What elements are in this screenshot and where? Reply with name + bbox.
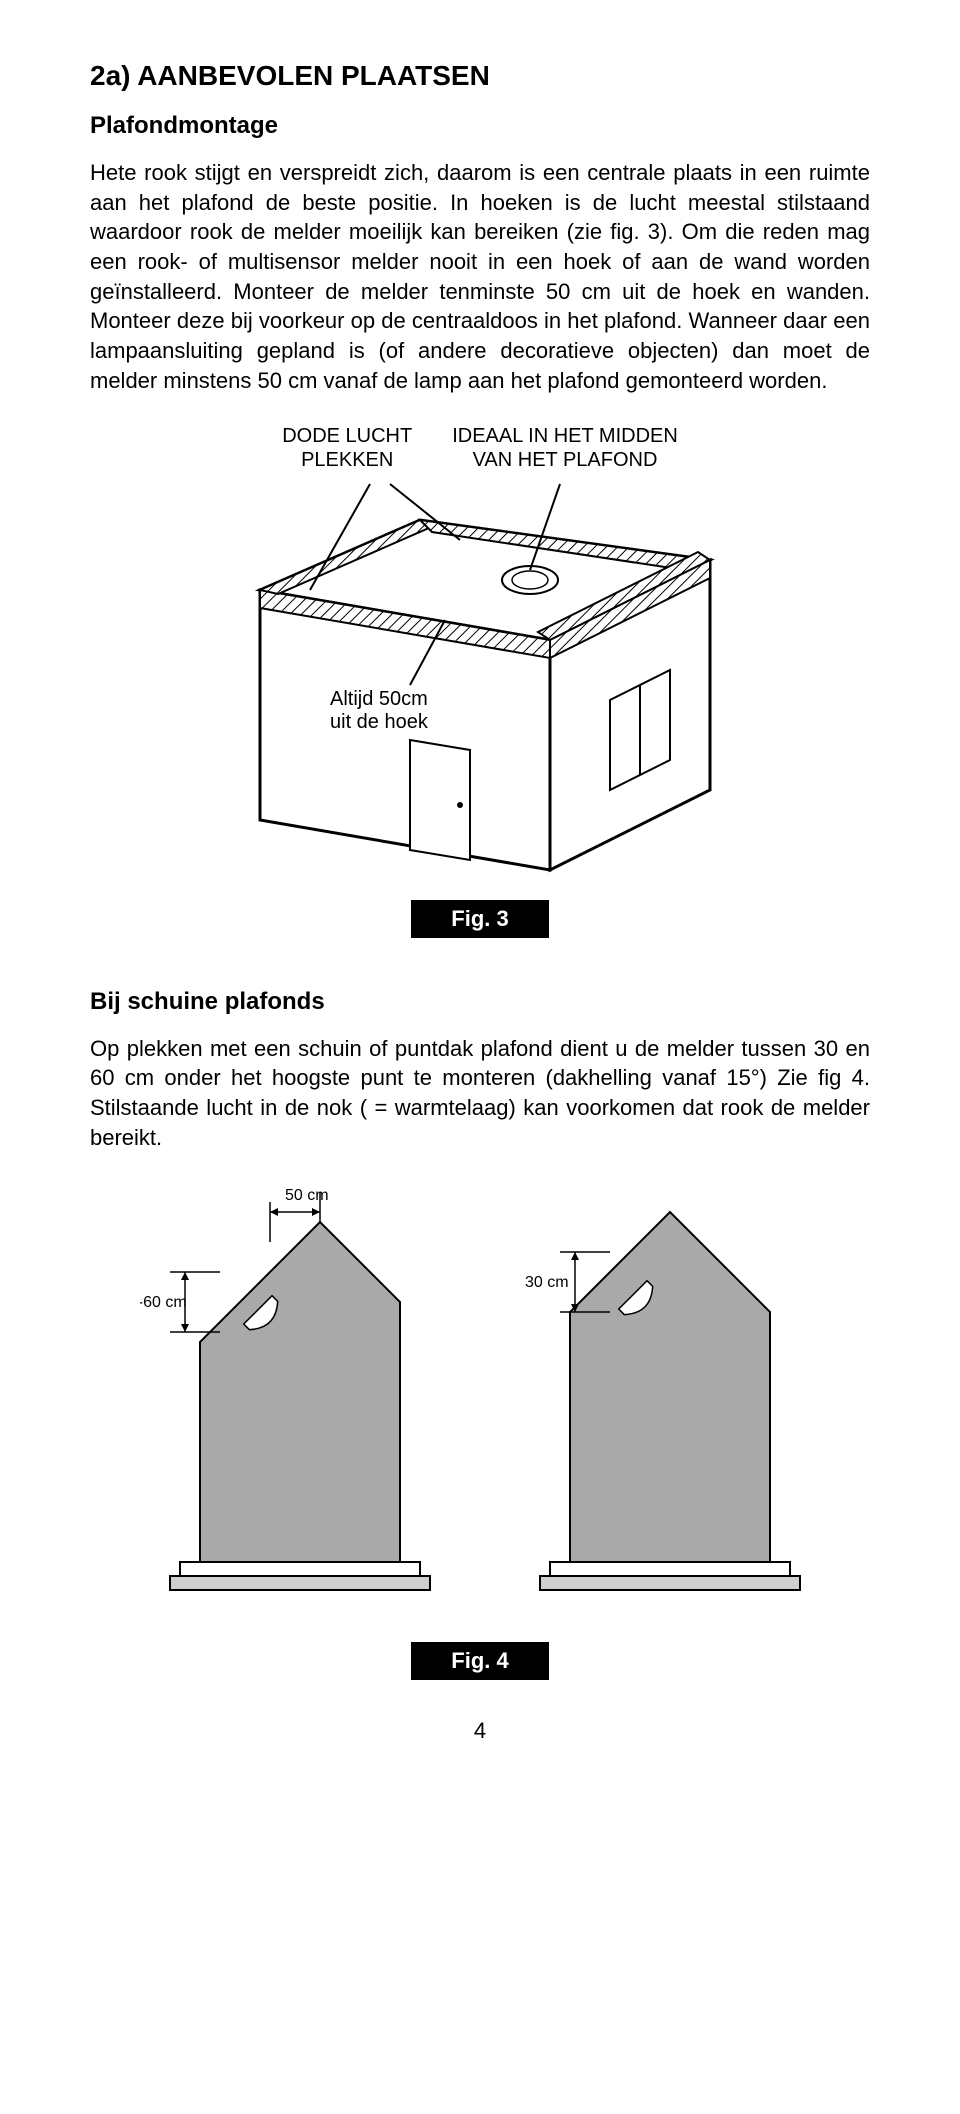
fig3-corner-l1: Altijd 50cm [330, 688, 428, 710]
fig4-left-roof: 50 cm 30-60 cm [140, 1182, 460, 1622]
fig3-corner-l2: uit de hoek [330, 711, 429, 733]
fig3-label-ideal-l2: VAN HET PLAFOND [473, 449, 658, 471]
fig3-badge: Fig. 3 [411, 900, 548, 938]
section2-title: Bij schuine plafonds [90, 988, 870, 1016]
fig4-left-top-dim: 50 cm [285, 1187, 329, 1204]
fig3-label-ideal: IDEAAL IN HET MIDDEN VAN HET PLAFOND [452, 424, 678, 472]
fig4-badge: Fig. 4 [411, 1642, 548, 1680]
fig4-left-side-dim: 30-60 cm [140, 1294, 187, 1311]
figure-3: DODE LUCHT PLEKKEN IDEAAL IN HET MIDDEN … [90, 424, 870, 968]
fig3-room-diagram: Altijd 50cm uit de hoek [220, 480, 740, 880]
section1-title: Plafondmontage [90, 112, 870, 140]
fig4-right-side-dim: 30 cm [525, 1274, 569, 1291]
fig3-label-dead: DODE LUCHT PLEKKEN [282, 424, 412, 472]
figure-4: 50 cm 30-60 cm 30 cm [90, 1182, 870, 1622]
page-number: 4 [90, 1718, 870, 1744]
fig4-right-roof: 30 cm [520, 1182, 820, 1622]
fig3-label-dead-l2: PLEKKEN [301, 449, 393, 471]
section1-body: Hete rook stijgt en verspreidt zich, daa… [90, 158, 870, 396]
fig3-label-ideal-l1: IDEAAL IN HET MIDDEN [452, 425, 678, 447]
main-heading: 2a) AANBEVOLEN PLAATSEN [90, 60, 870, 92]
fig3-label-dead-l1: DODE LUCHT [282, 425, 412, 447]
section2-body: Op plekken met een schuin of puntdak pla… [90, 1034, 870, 1153]
